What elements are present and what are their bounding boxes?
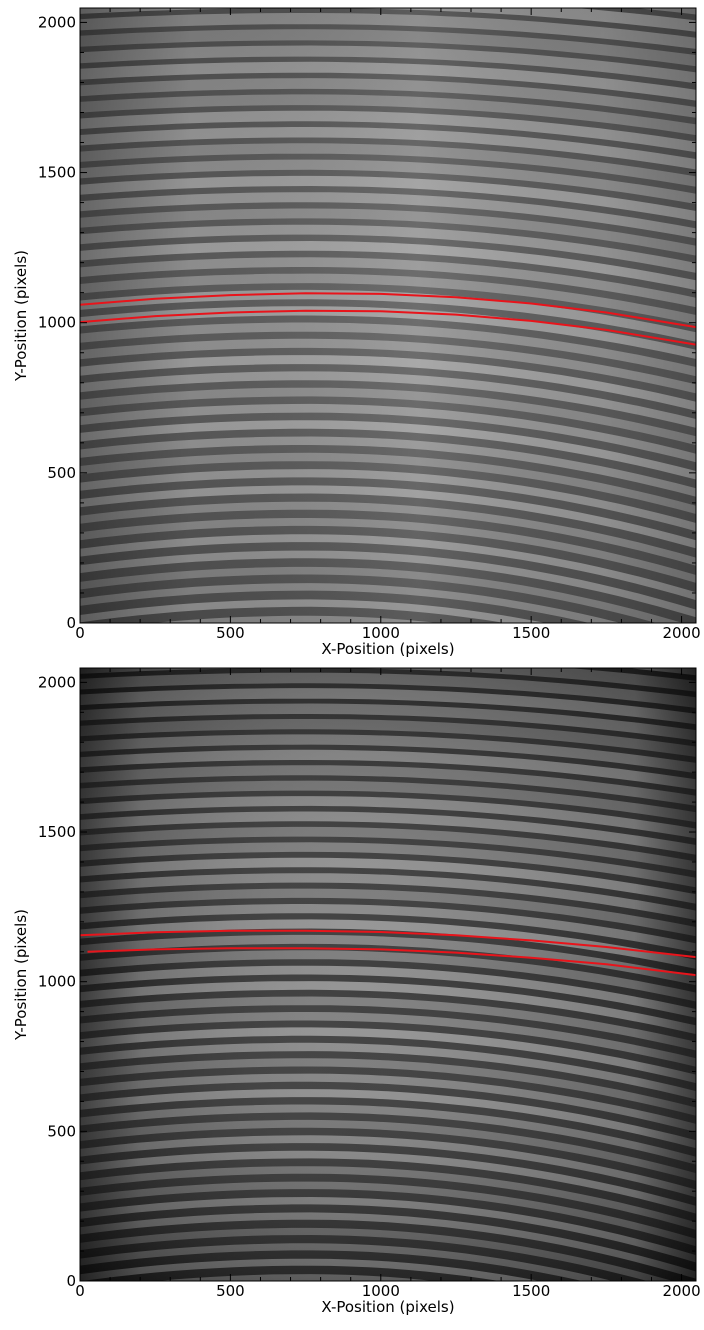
trace-line — [87, 947, 696, 977]
y-axis-label: Y-Position (pixels) — [12, 250, 30, 382]
x-tick-label: 1000 — [362, 624, 400, 642]
bottom-panel: 0 500 1000 1500 2000 0 500 1000 1500 2000 X-Positi… — [12, 667, 701, 1316]
y-tick-label: 1500 — [38, 823, 76, 841]
spectrum-image — [80, 8, 696, 623]
y-tick-label: 0 — [66, 614, 76, 632]
x-tick-label: 2000 — [662, 1282, 700, 1300]
y-tick-label: 2000 — [38, 13, 76, 31]
x-tick-label: 0 — [75, 624, 85, 642]
top-panel: 0 500 1000 1500 2000 0 500 1000 1500 2000 X-Positi… — [12, 7, 701, 658]
x-tick-label: 0 — [75, 1282, 85, 1300]
trace-line — [80, 292, 696, 329]
axes-frame — [79, 667, 697, 1282]
trace-line — [80, 309, 696, 346]
axes-frame — [79, 7, 697, 624]
trace-line — [80, 929, 696, 959]
x-axis-label: X-Position (pixels) — [321, 1298, 454, 1316]
y-tick-label: 500 — [47, 1122, 76, 1140]
y-tick-label: 0 — [66, 1272, 76, 1290]
y-tick-label: 1000 — [38, 973, 76, 991]
y-axis-label: Y-Position (pixels) — [12, 909, 30, 1041]
x-tick-label: 2000 — [662, 624, 700, 642]
y-tick-label: 500 — [47, 464, 76, 482]
x-tick-label: 1000 — [362, 1282, 400, 1300]
x-tick-label: 1500 — [512, 624, 550, 642]
x-tick-label: 500 — [216, 1282, 245, 1300]
y-tick-label: 1000 — [38, 314, 76, 332]
x-tick-label: 500 — [216, 624, 245, 642]
x-axis-label: X-Position (pixels) — [321, 640, 454, 658]
y-tick-label: 2000 — [38, 673, 76, 691]
x-tick-label: 1500 — [512, 1282, 550, 1300]
spectrum-image — [80, 668, 696, 1281]
y-tick-label: 1500 — [38, 164, 76, 182]
